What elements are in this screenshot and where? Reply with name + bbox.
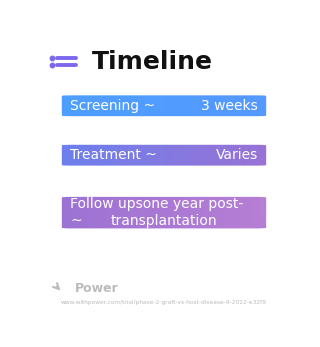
Text: Timeline: Timeline — [92, 50, 213, 74]
Text: Power: Power — [75, 282, 118, 295]
Text: www.withpower.com/trial/phase-2-graft-vs-host-disease-9-2022-e32f9: www.withpower.com/trial/phase-2-graft-vs… — [61, 300, 267, 305]
